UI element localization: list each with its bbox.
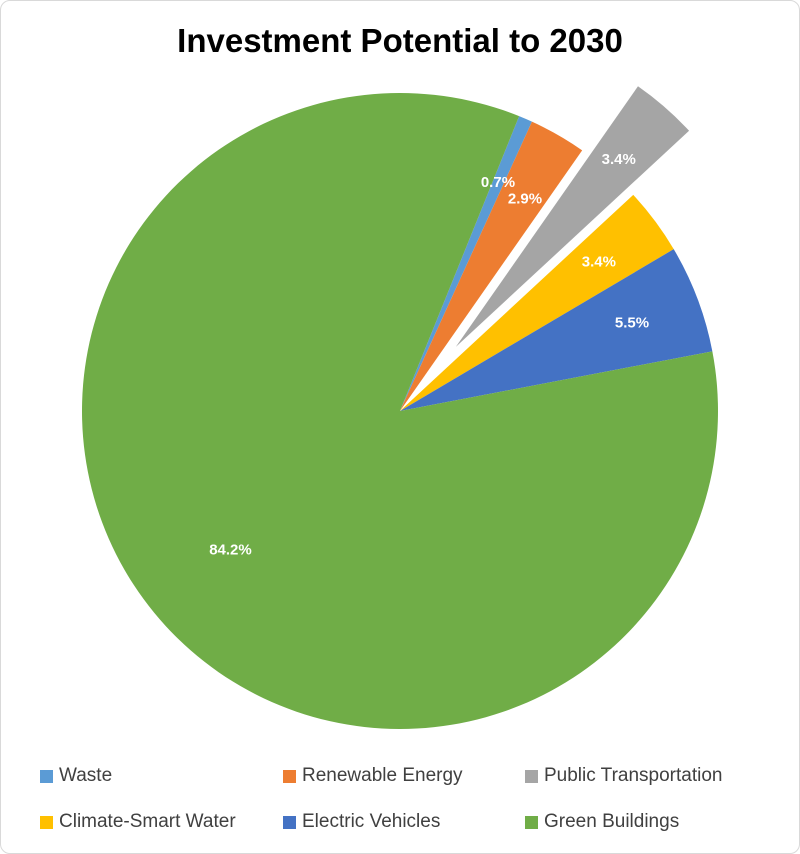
legend-item-green-buildings: Green Buildings — [525, 811, 679, 833]
pie-slice-electric-vehicles — [400, 249, 713, 411]
legend-label: Renewable Energy — [302, 765, 463, 786]
chart-title: Investment Potential to 2030 — [177, 22, 623, 59]
pie-slices — [82, 86, 719, 729]
pie-slice-renewable-energy — [400, 121, 583, 411]
pie-slice-green-buildings — [82, 93, 719, 729]
legend-label: Waste — [59, 765, 113, 786]
legend-label: Electric Vehicles — [302, 811, 441, 832]
legend-swatch — [525, 769, 538, 783]
legend-label: Green Buildings — [544, 811, 680, 832]
data-label-climate-smart-water: 3.4% — [582, 254, 616, 271]
pie-data-labels: 0.7%2.9% 3.4% 3.4% 5.5% 84.2% — [209, 151, 649, 558]
legend-item-electric-vehicles: Electric Vehicles — [283, 811, 440, 833]
pie-slice-waste — [400, 116, 532, 412]
legend-item-public-transportation: Public Transportation — [525, 765, 723, 787]
data-label-waste: 0.7% — [481, 174, 515, 191]
pie-slice-climate-smart-water — [400, 194, 674, 411]
legend-swatch — [40, 769, 53, 783]
legend-label: Public Transportation — [544, 765, 723, 786]
legend-swatch — [525, 815, 538, 829]
data-label-renewable-energy: 2.9% — [508, 191, 542, 208]
legend-item-renewable-energy: Renewable Energy — [283, 765, 463, 787]
legend-item-climate-smart-water: Climate-Smart Water — [40, 811, 236, 833]
legend-item-waste: Waste — [40, 765, 112, 787]
legend-swatch — [283, 769, 296, 783]
legend-swatch — [283, 815, 296, 829]
pie-slice-public-transportation — [455, 86, 690, 347]
legend-label: Climate-Smart Water — [59, 811, 236, 832]
data-label-public-transportation: 3.4% — [602, 151, 636, 168]
data-label-electric-vehicles: 5.5% — [615, 314, 649, 331]
data-label-green-buildings: 84.2% — [209, 541, 252, 558]
legend-swatch — [40, 815, 53, 829]
